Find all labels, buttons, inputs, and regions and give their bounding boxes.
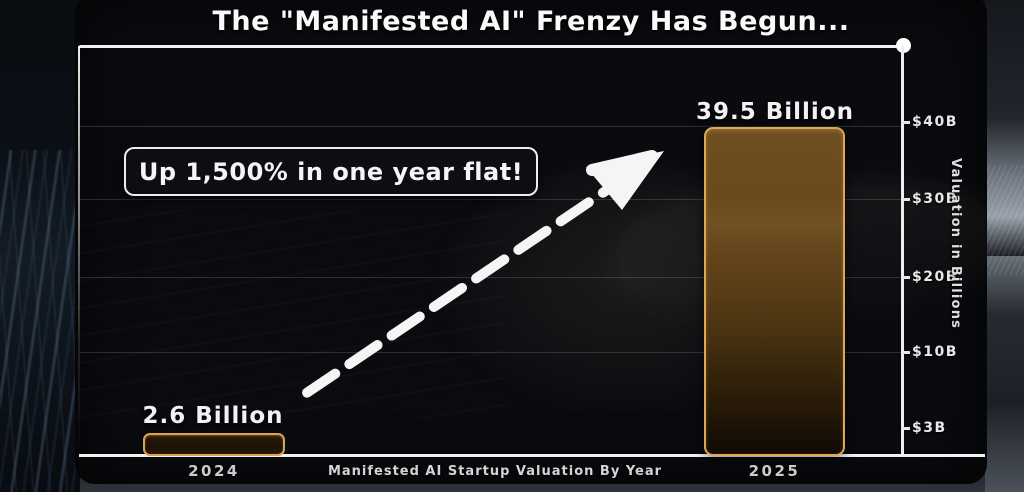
ytick-mark xyxy=(901,198,910,201)
background-texture xyxy=(985,165,1024,275)
robot-arm-faint-image xyxy=(75,209,505,419)
left-axis-line xyxy=(78,46,80,455)
bar-2024 xyxy=(143,433,285,456)
ytick-label-3b: $3B xyxy=(912,420,947,436)
x-axis-caption: Manifested AI Startup Valuation By Year xyxy=(327,464,663,479)
ytick-mark xyxy=(901,351,910,354)
x-axis-line xyxy=(79,454,985,457)
chart-title: The "Manifested AI" Frenzy Has Begun... xyxy=(212,6,850,37)
gridline-10b xyxy=(80,352,901,353)
xtick-label-2024: 2024 xyxy=(188,462,240,480)
right-y-axis-line xyxy=(901,46,904,457)
background-photo-right-edge xyxy=(985,0,1024,492)
ytick-label-10b: $10B xyxy=(912,344,958,360)
xtick-label-2025: 2025 xyxy=(748,462,801,480)
ytick-mark xyxy=(901,427,910,430)
ytick-label-30b: $30B xyxy=(912,191,958,207)
annotation-callout: Up 1,500% in one year flat! xyxy=(124,147,538,196)
gridline-40b xyxy=(80,126,901,127)
bar-value-label-2024: 2.6 Billion xyxy=(142,403,284,429)
top-axis-line xyxy=(79,45,905,48)
robot-cables-texture xyxy=(0,150,80,492)
bar-value-label-2025: 39.5 Billion xyxy=(696,99,854,125)
gridline-30b xyxy=(80,199,901,200)
gridline-20b xyxy=(80,277,901,278)
ytick-mark xyxy=(901,121,910,124)
growth-arrow-icon xyxy=(302,150,664,398)
axis-corner-dot xyxy=(896,38,911,53)
y-axis-title: Valuation in Billions xyxy=(948,158,963,330)
ytick-label-20b: $20B xyxy=(912,269,958,285)
background-photo-left-edge xyxy=(0,0,80,492)
bar-2025 xyxy=(704,127,845,456)
ytick-mark xyxy=(901,276,910,279)
ytick-label-40b: $40B xyxy=(912,114,958,130)
